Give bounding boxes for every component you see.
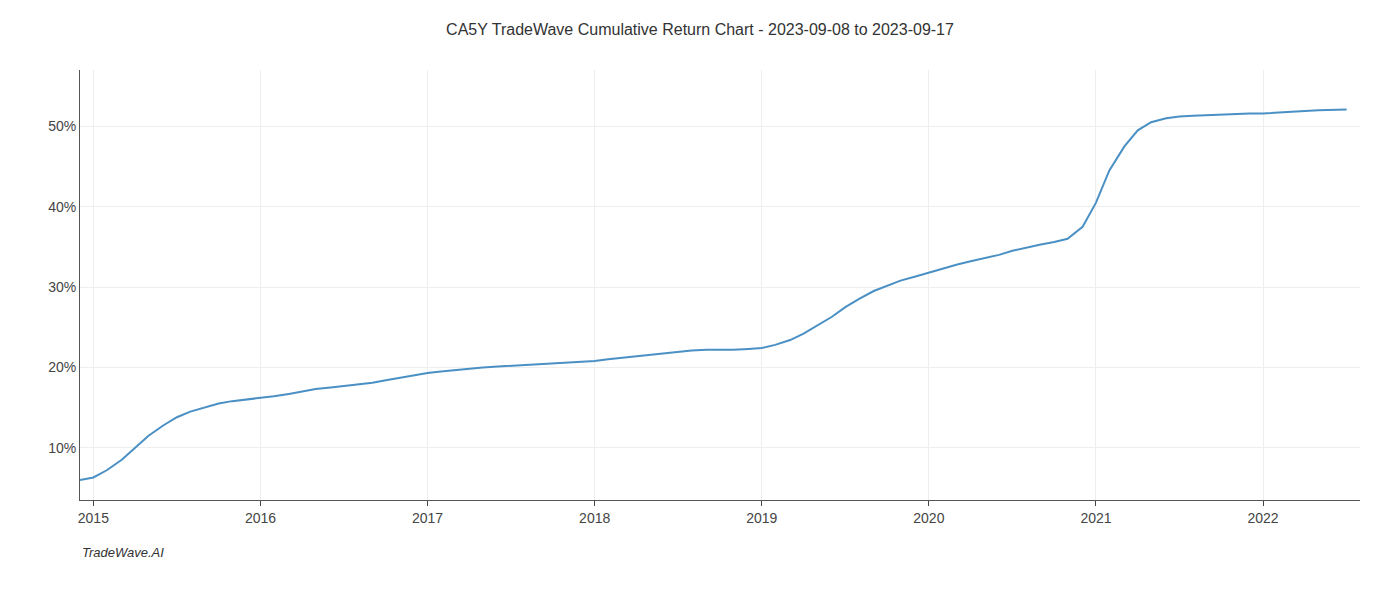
svg-text:2017: 2017 [412,510,443,526]
svg-text:30%: 30% [48,279,76,295]
svg-text:2022: 2022 [1248,510,1279,526]
svg-text:20%: 20% [48,359,76,375]
svg-text:50%: 50% [48,118,76,134]
svg-text:2016: 2016 [245,510,276,526]
svg-text:2015: 2015 [78,510,109,526]
svg-text:2019: 2019 [746,510,777,526]
svg-text:10%: 10% [48,440,76,456]
svg-text:2021: 2021 [1080,510,1111,526]
svg-text:TradeWave.AI: TradeWave.AI [82,545,164,560]
svg-text:40%: 40% [48,199,76,215]
svg-text:2018: 2018 [579,510,610,526]
svg-text:2020: 2020 [913,510,944,526]
svg-text:CA5Y TradeWave Cumulative Retu: CA5Y TradeWave Cumulative Return Chart -… [446,21,954,38]
